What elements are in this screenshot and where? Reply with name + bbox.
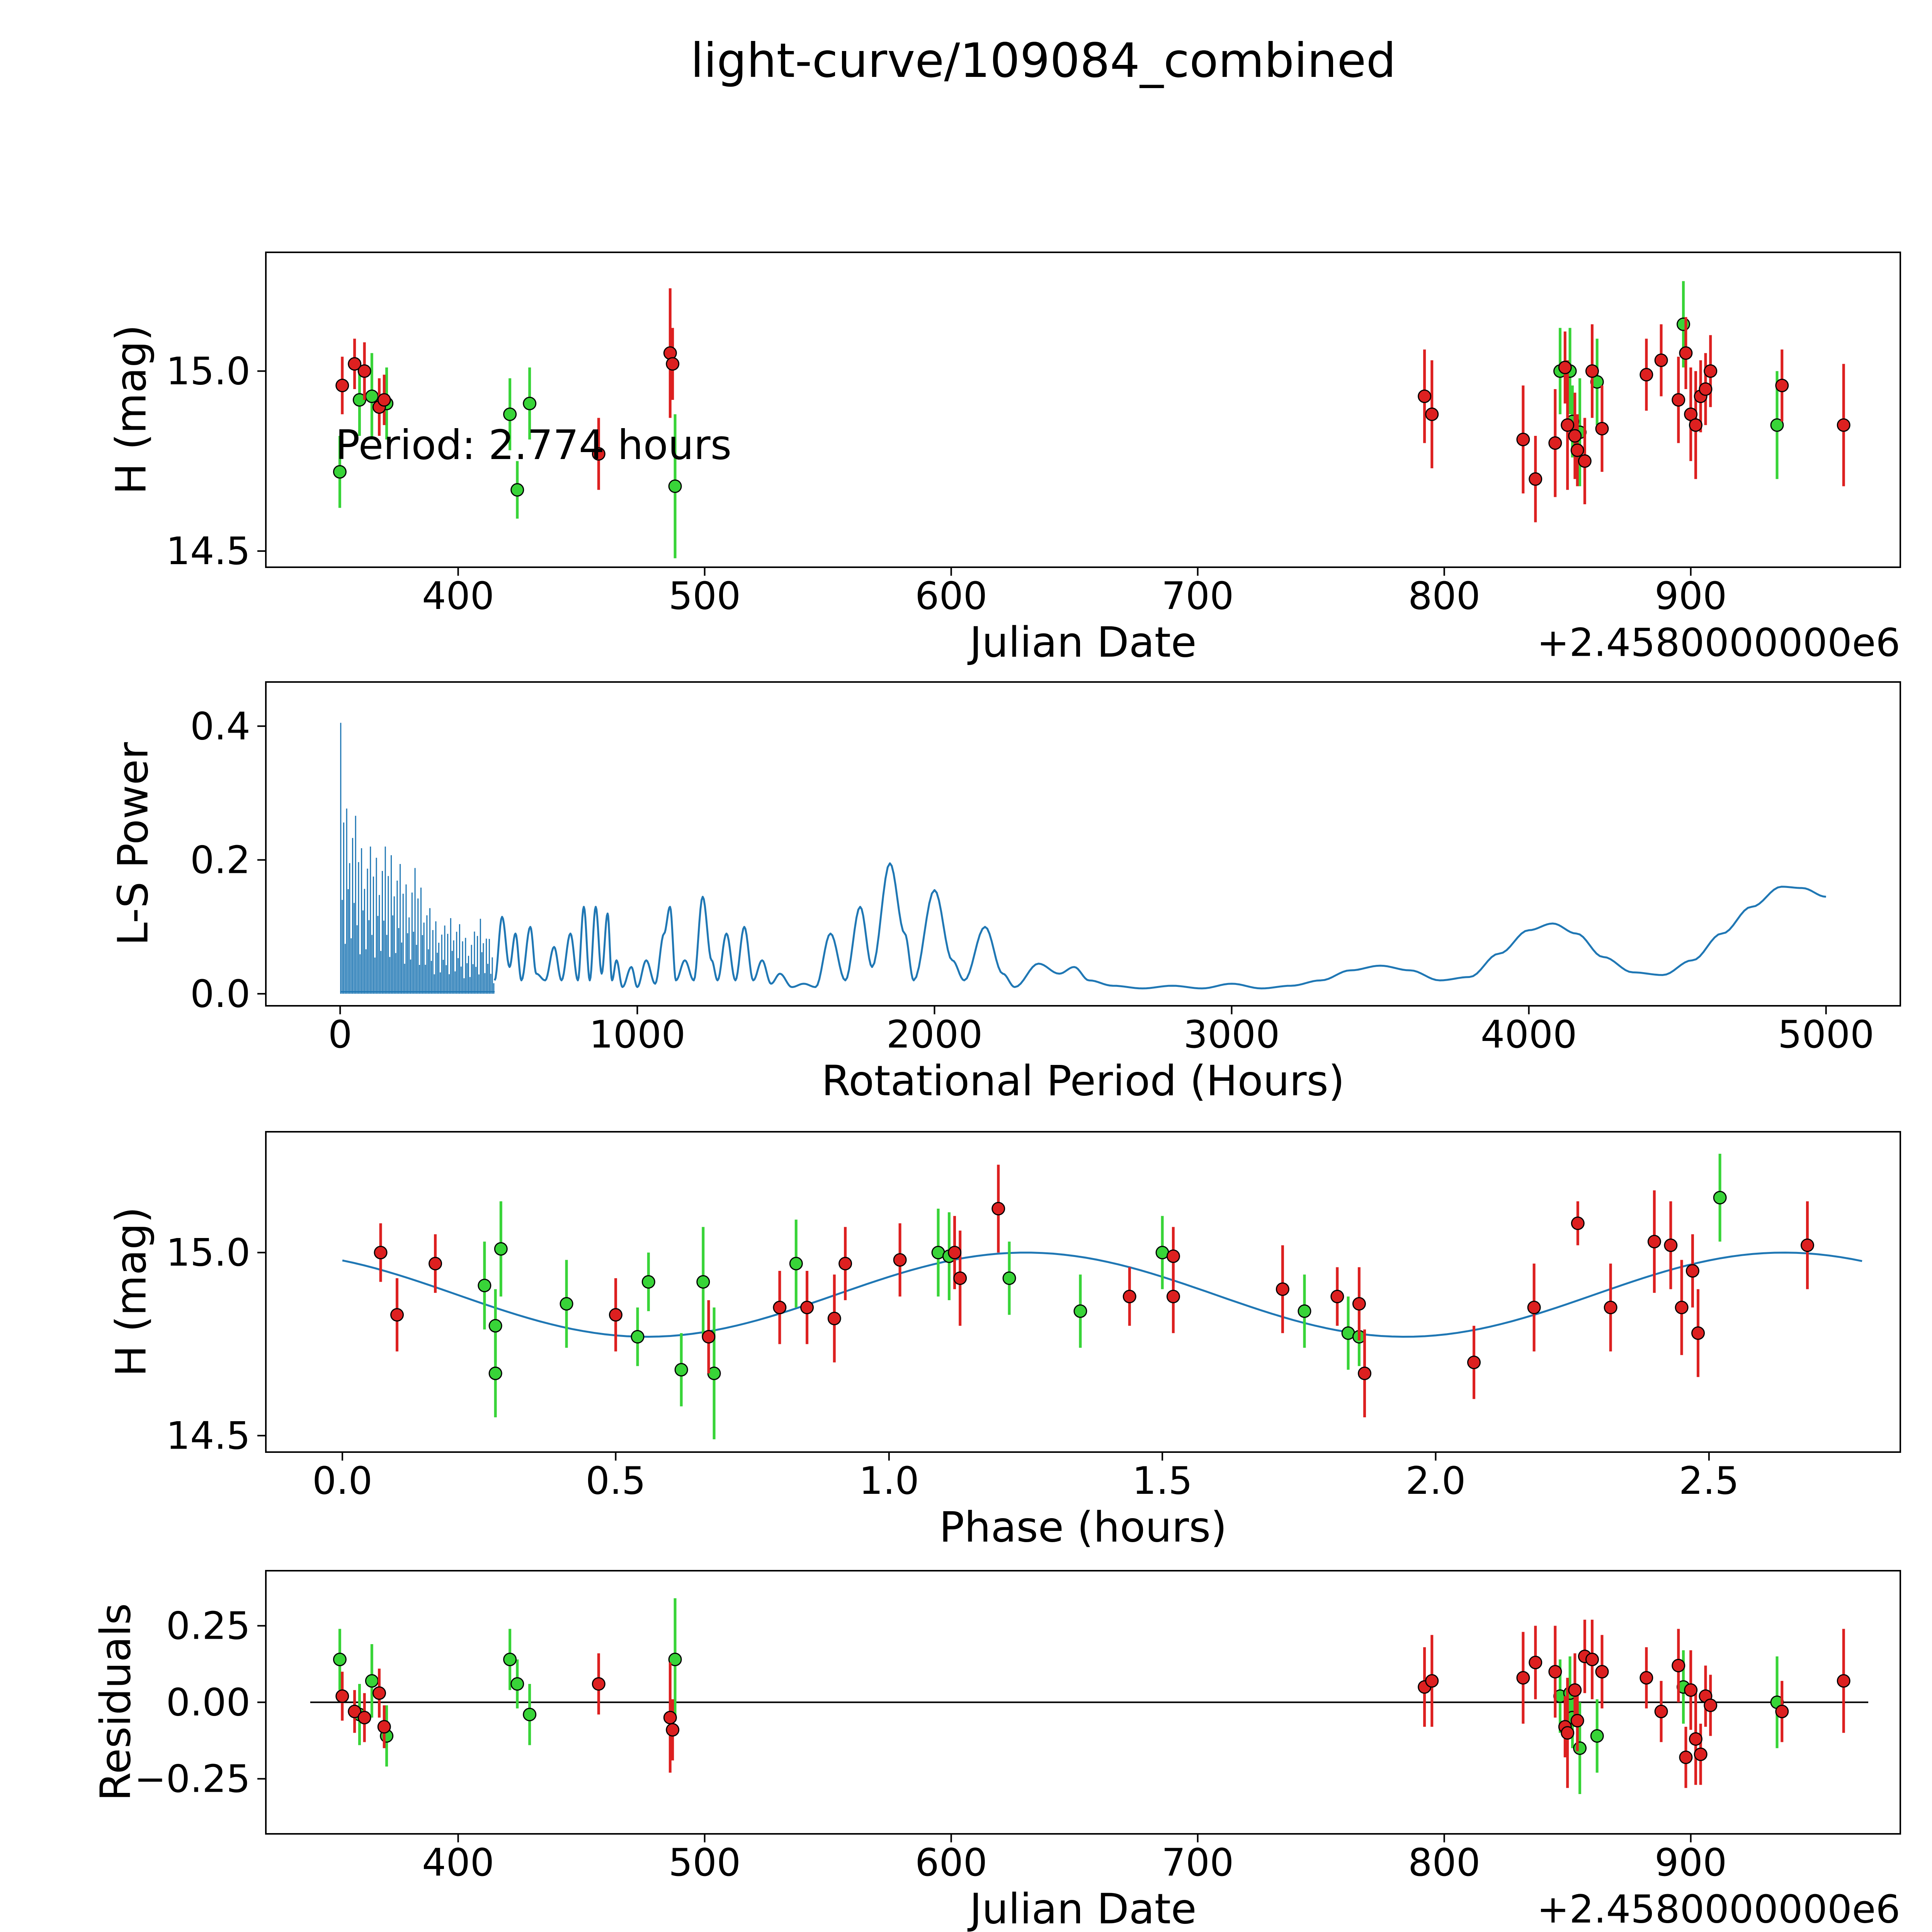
panel-ls-power-ytick: 0.4 xyxy=(190,704,250,748)
panel-light-curve-xtick: 900 xyxy=(1655,574,1727,618)
panel-phased-light-curve-xtick: 1.5 xyxy=(1132,1459,1192,1503)
panel-phased-light-curve-ytick: 15.0 xyxy=(166,1231,250,1275)
panel-ls-power-ytick: 0.2 xyxy=(190,838,250,883)
panel-residuals-data xyxy=(310,1598,1869,1794)
panel-light-curve-ytick: 14.5 xyxy=(166,529,250,573)
panel-phased-light-curve-xtick: 0.5 xyxy=(585,1459,646,1503)
panel-phased-light-curve-xtick: 0.0 xyxy=(312,1459,372,1503)
panel-phased-light-curve-ytick: 14.5 xyxy=(166,1414,250,1458)
panel-phased-light-curve-xtick: 2.5 xyxy=(1679,1459,1739,1503)
panel-ls-power-xtick: 5000 xyxy=(1778,1013,1874,1057)
panel-residuals: 400 500 600 700 800 900 −0.25 0.00 0.25 xyxy=(134,1570,1901,1885)
panel-phased-light-curve-xtick: 2.0 xyxy=(1406,1459,1466,1503)
panel-light-curve-xtick: 500 xyxy=(668,574,741,618)
panel-ls-power-xtick: 1000 xyxy=(589,1013,685,1057)
panel-ls-power-data xyxy=(340,723,1826,994)
panel-light-curve-data xyxy=(333,281,1850,558)
panel-residuals-xtick: 500 xyxy=(668,1841,741,1885)
panel-residuals-xtick: 800 xyxy=(1408,1841,1480,1885)
panel-light-curve-xtick: 400 xyxy=(422,574,494,618)
panel-phased-light-curve: 0.0 0.5 1.0 1.5 2.0 2.5 14.5 15.0 xyxy=(166,1131,1901,1503)
phase-fit-curve xyxy=(342,1252,1862,1338)
panel-phased-light-curve-xtick: 1.0 xyxy=(859,1459,919,1503)
panel-light-curve-spine xyxy=(265,252,1901,568)
panel-residuals-ytick: −0.25 xyxy=(134,1757,250,1801)
panel-residuals-ytick: 0.25 xyxy=(166,1604,250,1648)
panel-light-curve-xtick: 800 xyxy=(1408,574,1480,618)
panel-residuals-xtick: 700 xyxy=(1162,1841,1234,1885)
panel-residuals-xtick: 600 xyxy=(915,1841,987,1885)
panel-ls-power-xtick: 3000 xyxy=(1184,1013,1280,1057)
panel-phased-light-curve-data xyxy=(342,1153,1862,1439)
panel-residuals-xtick: 900 xyxy=(1655,1841,1727,1885)
panel-residuals-xtick: 400 xyxy=(422,1841,494,1885)
panel-residuals-ytick: 0.00 xyxy=(166,1681,250,1725)
panel-ls-power-xtick: 0 xyxy=(328,1013,352,1057)
panel-ls-power-xtick: 4000 xyxy=(1481,1013,1577,1057)
panel-ls-power-spine xyxy=(265,681,1901,1007)
panel-light-curve: 400 500 600 700 800 900 14.5 15.0 xyxy=(166,252,1901,618)
periodogram-curve xyxy=(493,862,1826,990)
panel-light-curve-xtick: 600 xyxy=(915,574,987,618)
panel-ls-power-ytick: 0.0 xyxy=(190,972,250,1016)
panel-light-curve-xtick: 700 xyxy=(1162,574,1234,618)
panel-ls-power: 0 1000 2000 3000 4000 5000 0.0 0.2 0.4 xyxy=(190,681,1901,1057)
panel-phased-light-curve-spine xyxy=(265,1131,1901,1453)
panel-light-curve-ytick: 15.0 xyxy=(166,349,250,393)
panel-ls-power-xtick: 2000 xyxy=(886,1013,983,1057)
